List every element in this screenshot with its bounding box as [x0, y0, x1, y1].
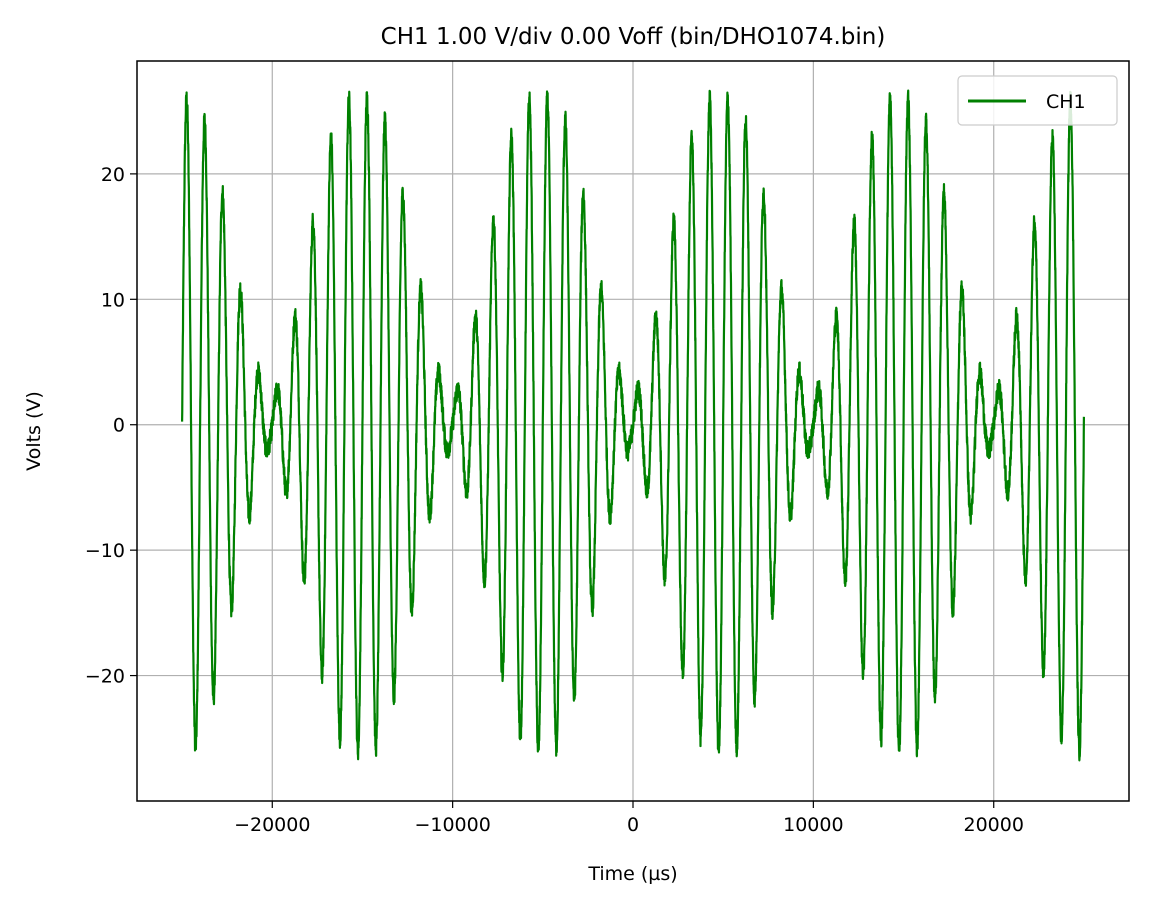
x-tick-label: 20000	[964, 814, 1024, 836]
legend-label-ch1: CH1	[1046, 91, 1086, 113]
x-tick-label: −10000	[414, 814, 490, 836]
plot-data	[180, 89, 1086, 762]
legend-box	[957, 75, 1118, 126]
y-tick-label: 0	[113, 415, 125, 437]
y-tick-label: 20	[101, 164, 125, 186]
ticks: −20000 −10000 0 10000 20000 −20 −10 0 10 20	[85, 164, 1024, 836]
x-tick-label: 0	[627, 814, 639, 836]
x-tick-label: −20000	[234, 814, 310, 836]
y-axis-label: Volts (V)	[23, 391, 45, 471]
y-tick-label: −10	[85, 540, 125, 562]
y-tick-label: −20	[85, 666, 125, 688]
x-tick-label: 10000	[783, 814, 843, 836]
chart-title: CH1 1.00 V/div 0.00 Voff (bin/DHO1074.bi…	[381, 24, 886, 50]
x-axis-label: Time (µs)	[587, 863, 677, 885]
series-line-ch1	[180, 89, 1086, 762]
legend: CH1	[957, 75, 1118, 126]
y-tick-label: 10	[101, 289, 125, 311]
